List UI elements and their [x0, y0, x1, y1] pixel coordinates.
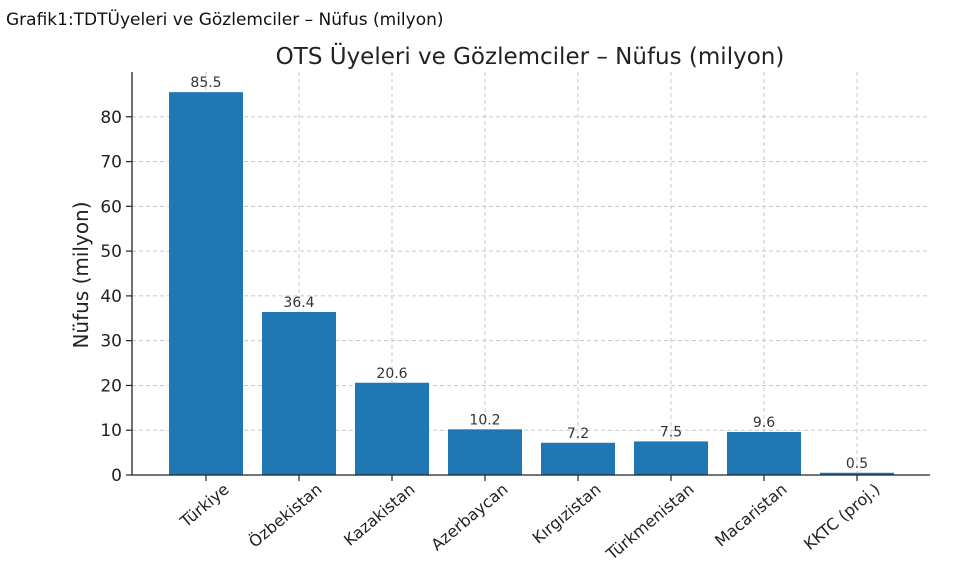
x-tick-label: Türkiye — [176, 480, 233, 532]
bar — [727, 432, 801, 475]
bars — [169, 92, 894, 476]
chart-title: OTS Üyeleri ve Gözlemciler – Nüfus (mily… — [276, 42, 785, 70]
bar-value-label: 85.5 — [190, 75, 221, 91]
y-tick-label: 10 — [100, 421, 122, 441]
x-tick-label: Macaristan — [711, 480, 790, 551]
bar — [169, 92, 243, 476]
y-tick-label: 60 — [100, 197, 122, 217]
figure-caption: Grafik1:TDTÜyeleri ve Gözlemciler – Nüfu… — [6, 10, 444, 30]
bar-value-label: 0.5 — [846, 456, 868, 472]
x-tick-label: Özbekistan — [245, 480, 326, 552]
bar — [634, 441, 708, 475]
bar-value-label: 7.2 — [567, 426, 589, 442]
x-tick-label: Azerbaycan — [427, 480, 511, 555]
bar-value-label: 10.2 — [469, 412, 500, 428]
y-tick-label: 0 — [111, 466, 122, 486]
x-tick-label: Türkmenistan — [602, 480, 698, 565]
bar — [820, 472, 894, 475]
y-tick-label: 20 — [100, 376, 122, 396]
y-tick-label: 80 — [100, 108, 122, 128]
value-labels: 85.5 36.4 20.6 10.2 7.2 7.5 9.6 0.5 — [190, 75, 868, 472]
y-tick-label: 40 — [100, 287, 122, 307]
bar — [262, 312, 336, 475]
gridlines — [132, 72, 930, 475]
y-axis-ticks: 0 10 20 30 40 50 60 70 80 — [100, 108, 132, 486]
y-axis-label: Nüfus (milyon) — [69, 201, 93, 348]
x-tick-label: Kazakistan — [340, 480, 418, 550]
x-tick-label: KKTC (proj.) — [800, 480, 883, 554]
y-tick-label: 30 — [100, 332, 122, 352]
y-tick-label: 50 — [100, 242, 122, 262]
bar-value-label: 9.6 — [753, 415, 775, 431]
bar-value-label: 36.4 — [283, 295, 314, 311]
x-axis-labels: Türkiye Özbekistan Kazakistan Azerbaycan Kır… — [176, 475, 884, 564]
bar — [355, 382, 429, 475]
bar-value-label: 20.6 — [376, 366, 407, 382]
y-tick-label: 70 — [100, 153, 122, 173]
bar — [541, 442, 615, 475]
x-tick-label: Kırgızistan — [529, 480, 605, 548]
bar — [448, 429, 522, 475]
bar-value-label: 7.5 — [660, 424, 682, 440]
